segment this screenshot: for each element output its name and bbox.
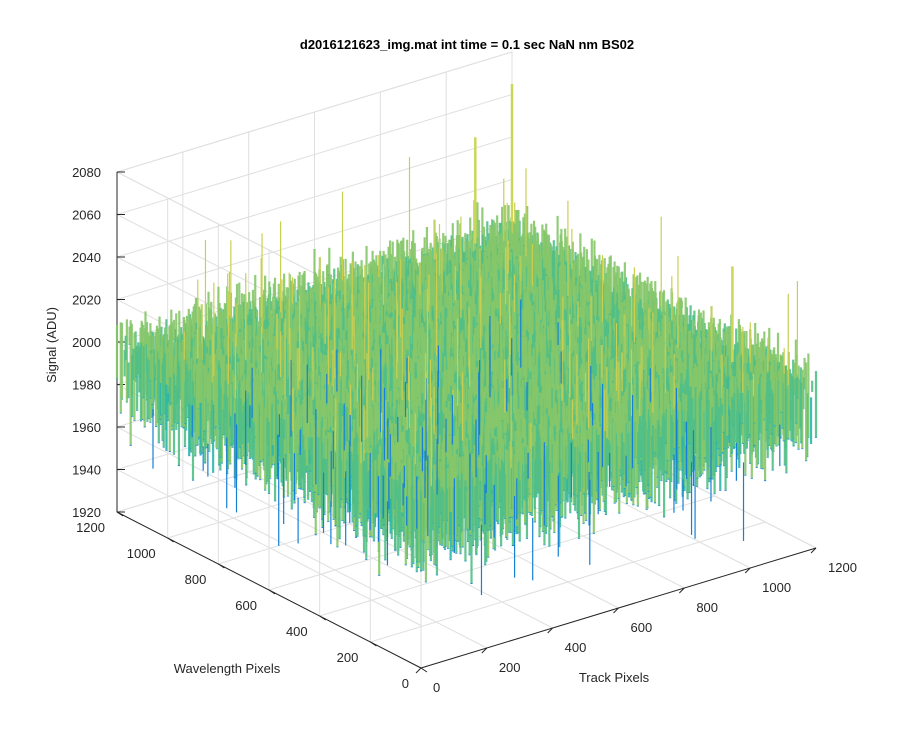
grid-line — [116, 426, 422, 584]
y-tick-mark — [319, 615, 326, 621]
grid-line — [370, 521, 766, 643]
y-tick-mark — [268, 589, 276, 595]
grid-line — [116, 469, 422, 626]
x-tick-mark — [415, 667, 422, 674]
x-tick-mark — [481, 647, 488, 654]
y-tick-mark — [116, 511, 124, 517]
y-tick-mark — [420, 667, 428, 673]
x-tick-mark — [744, 567, 751, 574]
grid-line — [116, 136, 513, 258]
x-tick-mark — [678, 587, 685, 594]
y-tick-mark — [218, 563, 225, 569]
x-tick-mark — [547, 627, 554, 634]
grid-line — [116, 51, 513, 173]
x-tick-mark — [613, 607, 619, 614]
surface-plot — [115, 83, 818, 596]
y-tick-mark — [370, 641, 377, 647]
grid-line — [319, 495, 715, 617]
y-tick-mark — [167, 537, 174, 543]
grid-line — [116, 94, 513, 215]
x-tick-mark — [810, 547, 817, 554]
grid-line — [116, 179, 513, 300]
